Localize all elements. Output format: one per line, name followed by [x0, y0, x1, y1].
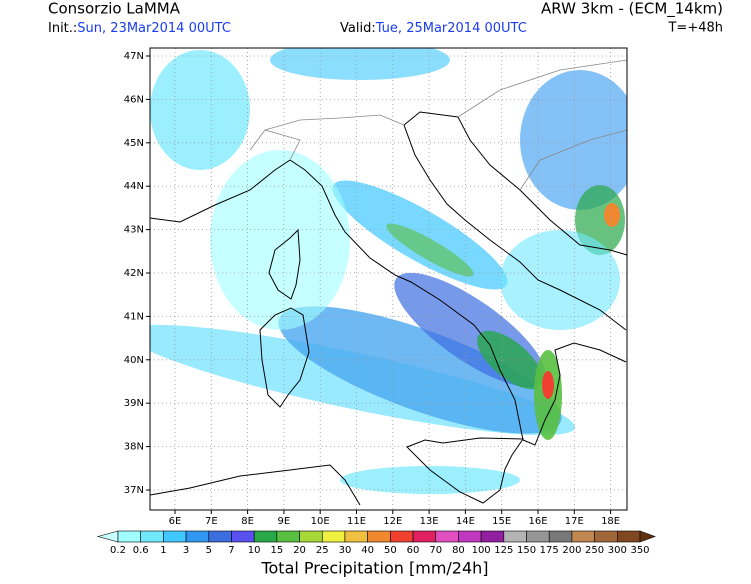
legend-swatch	[140, 530, 164, 543]
coastlines	[149, 59, 628, 506]
map: 47N 46N 45N 44N 43N 42N 41N 40N 39N 38N 37N 6E 7E 8E…	[124, 47, 628, 527]
right-title: ARW 3km - (ECM_14km)	[541, 0, 723, 19]
legend-swatch	[390, 530, 414, 543]
legend-level: 350	[630, 545, 649, 556]
legend: Total Precipitation [mm/24h] 0.2 0.6 1 3 5 7 1…	[96, 530, 656, 578]
legend-swatch	[276, 530, 300, 543]
legend-swatch	[344, 530, 368, 543]
lat-label: 44N	[124, 181, 144, 192]
lon-label: 9E	[278, 516, 291, 527]
init-label: Init.:	[48, 21, 77, 36]
lat-label: 47N	[124, 51, 144, 62]
legend-swatch	[185, 530, 210, 543]
balkan-coast	[457, 116, 628, 256]
lon-label: 14E	[456, 516, 475, 527]
lat-label: 39N	[124, 398, 144, 409]
legend-level: 125	[494, 545, 513, 556]
sardinia-coast	[259, 307, 310, 408]
lat-label: 43N	[124, 225, 144, 236]
legend-level: 80	[452, 545, 465, 556]
legend-level: 40	[361, 545, 374, 556]
legend-swatch	[594, 530, 618, 543]
corsica-coast	[268, 228, 301, 300]
legend-swatch	[458, 530, 482, 543]
legend-under-arrow	[96, 530, 119, 543]
legend-swatch	[231, 530, 255, 543]
lon-label: 16E	[528, 516, 547, 527]
lon-label: 18E	[601, 516, 620, 527]
legend-swatch	[412, 530, 437, 543]
lat-label: 40N	[124, 355, 144, 366]
lead-time: T=+48h	[667, 21, 723, 36]
sicily-coast	[406, 437, 524, 504]
legend-swatch	[208, 530, 232, 543]
legend-level: 300	[608, 545, 627, 556]
legend-level: 10	[248, 545, 261, 556]
valid-value: Tue, 25Mar2014 00UTC	[375, 21, 527, 36]
lat-label: 46N	[124, 94, 144, 105]
legend-swatch	[299, 530, 323, 543]
init-line: Init.:Sun, 23Mar2014 00UTC	[48, 21, 231, 36]
legend-title: Total Precipitation [mm/24h]	[260, 559, 488, 578]
graticule	[150, 48, 627, 510]
map-frame	[149, 47, 628, 511]
legend-swatch	[117, 530, 141, 543]
legend-level: 1	[160, 545, 166, 556]
legend-swatch	[253, 530, 278, 543]
legend-swatch	[617, 530, 641, 543]
lon-labels: 6E 7E 8E 9E 10E 11E 12E 13E 14E 15E 16E 17E 18E	[169, 510, 620, 527]
france-coast	[149, 159, 291, 223]
lon-label: 6E	[169, 516, 182, 527]
legend-level: 175	[540, 545, 559, 556]
legend-level: 0.6	[133, 545, 149, 556]
lon-label: 8E	[241, 516, 254, 527]
legend-level: 30	[339, 545, 352, 556]
legend-level: 60	[407, 545, 420, 556]
lon-label: 13E	[420, 516, 439, 527]
lat-labels: 47N 46N 45N 44N 43N 42N 41N 40N 39N 38N 37N	[124, 51, 150, 496]
legend-swatch	[163, 530, 187, 543]
borders	[249, 59, 628, 191]
precipitation-field	[150, 48, 627, 510]
legend-level: 100	[472, 545, 491, 556]
legend-swatch	[367, 530, 391, 543]
legend-swatch	[503, 530, 527, 543]
legend-swatch	[321, 530, 346, 543]
legend-level: 50	[384, 545, 397, 556]
valid-label: Valid:	[340, 21, 376, 36]
legend-level: 15	[271, 545, 284, 556]
legend-over-arrow	[639, 530, 656, 543]
legend-level: 200	[562, 545, 581, 556]
lon-label: 10E	[311, 516, 330, 527]
valid-line: Valid:Tue, 25Mar2014 00UTC	[340, 21, 527, 36]
legend-swatch	[526, 530, 550, 543]
lat-label: 38N	[124, 442, 144, 453]
legend-level: 150	[517, 545, 536, 556]
legend-level: 70	[429, 545, 442, 556]
legend-level: 5	[206, 545, 212, 556]
lat-label: 37N	[124, 485, 144, 496]
lat-label: 45N	[124, 138, 144, 149]
lon-label: 15E	[492, 516, 511, 527]
legend-level: 20	[293, 545, 306, 556]
legend-swatch	[571, 530, 595, 543]
lon-label: 17E	[565, 516, 584, 527]
legend-swatch	[480, 530, 505, 543]
legend-swatch	[435, 530, 459, 543]
lon-label: 12E	[383, 516, 402, 527]
legend-level: 25	[316, 545, 329, 556]
init-value: Sun, 23Mar2014 00UTC	[77, 21, 231, 36]
africa-coast	[149, 464, 361, 506]
lon-label: 7E	[205, 516, 218, 527]
left-title: Consorzio LaMMA	[48, 0, 181, 18]
legend-level: 3	[183, 545, 189, 556]
lon-label: 11E	[347, 516, 366, 527]
legend-level: 0.2	[110, 545, 126, 556]
lat-label: 41N	[124, 311, 144, 322]
legend-swatch	[548, 530, 573, 543]
legend-level: 7	[228, 545, 234, 556]
lat-label: 42N	[124, 268, 144, 279]
legend-level: 250	[585, 545, 604, 556]
